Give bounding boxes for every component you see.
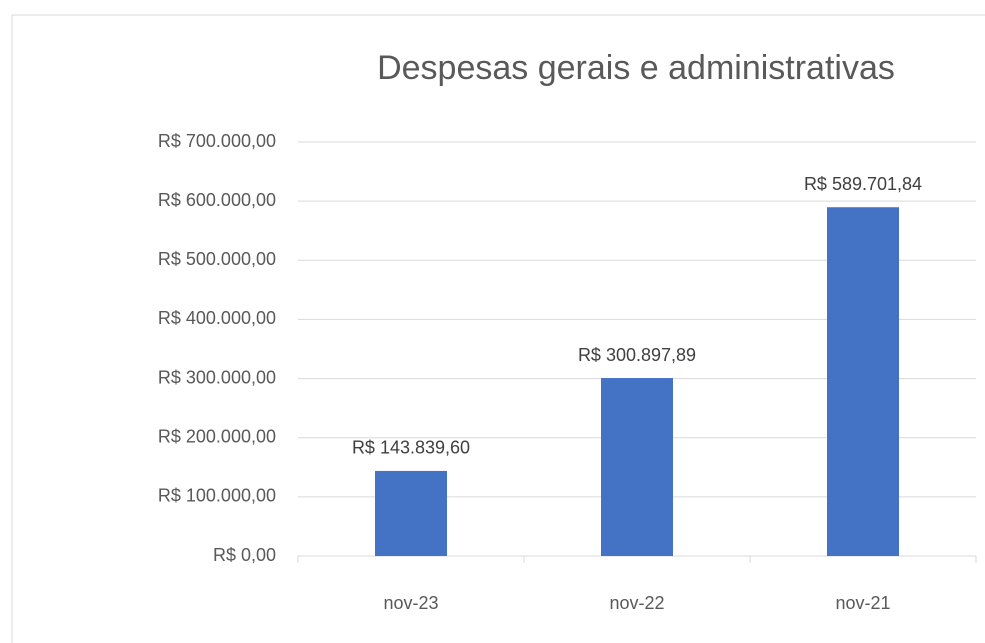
data-label: R$ 300.897,89 bbox=[578, 345, 696, 365]
y-tick-label: R$ 100.000,00 bbox=[158, 486, 276, 506]
y-tick-label: R$ 0,00 bbox=[213, 545, 276, 565]
bar bbox=[827, 207, 899, 556]
data-label: R$ 143.839,60 bbox=[352, 438, 470, 458]
y-tick-label: R$ 600.000,00 bbox=[158, 190, 276, 210]
x-tick-label: nov-23 bbox=[383, 593, 438, 613]
y-tick-label: R$ 300.000,00 bbox=[158, 367, 276, 387]
data-label: R$ 589.701,84 bbox=[804, 174, 922, 194]
y-tick-label: R$ 500.000,00 bbox=[158, 249, 276, 269]
y-tick-label: R$ 700.000,00 bbox=[158, 131, 276, 151]
y-tick-label: R$ 200.000,00 bbox=[158, 426, 276, 446]
x-tick-label: nov-22 bbox=[609, 593, 664, 613]
x-tick-label: nov-21 bbox=[835, 593, 890, 613]
y-tick-label: R$ 400.000,00 bbox=[158, 308, 276, 328]
bar bbox=[601, 378, 673, 556]
chart-title: Despesas gerais e administrativas bbox=[377, 49, 895, 87]
bar bbox=[375, 470, 447, 556]
chart-border bbox=[11, 14, 985, 643]
